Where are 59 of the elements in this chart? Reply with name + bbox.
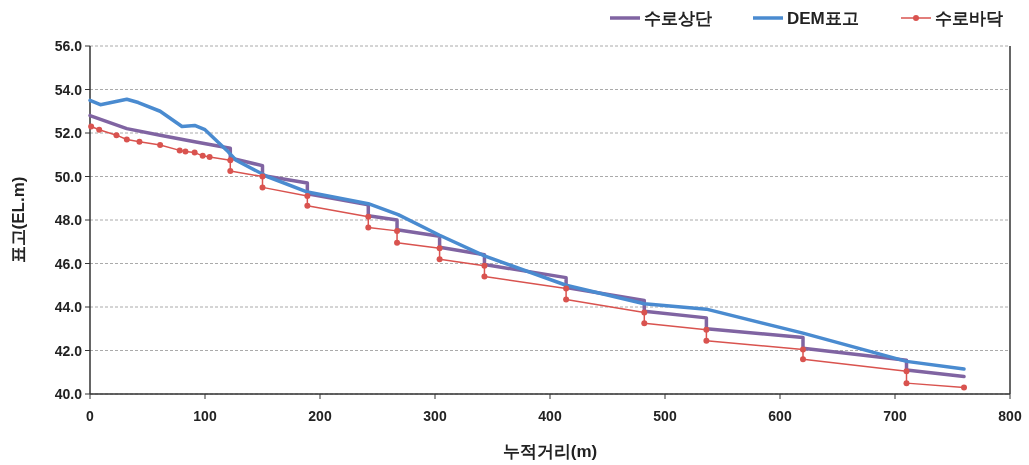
point <box>563 285 570 292</box>
point <box>800 356 806 363</box>
point <box>641 309 648 316</box>
point <box>800 346 806 353</box>
y-axis-title: 표고(EL.m) <box>9 176 28 264</box>
point <box>227 168 234 175</box>
point <box>365 213 372 220</box>
point <box>206 153 213 160</box>
y-tick-label: 44.0 <box>54 299 83 315</box>
point <box>136 138 143 145</box>
y-tick-label: 54.0 <box>54 81 83 98</box>
y-tick-label: 46.0 <box>54 255 83 272</box>
point <box>227 157 234 164</box>
point <box>157 141 164 148</box>
y-tick-label: 40.0 <box>54 386 83 402</box>
point <box>903 368 910 375</box>
point <box>365 224 372 231</box>
point <box>641 320 648 327</box>
point <box>903 380 910 387</box>
legend-label: 수로바닥 <box>935 9 1003 28</box>
point <box>961 384 967 391</box>
x-tick-label: 0 <box>86 408 95 424</box>
x-tick-label: 100 <box>193 408 217 424</box>
point <box>304 193 311 200</box>
point <box>304 202 311 209</box>
x-tick-label: 800 <box>998 408 1022 424</box>
point <box>182 148 189 155</box>
point <box>481 262 488 269</box>
y-tick-label: 42.0 <box>54 342 83 359</box>
x-tick-label: 600 <box>768 408 792 424</box>
x-tick-label: 200 <box>308 408 332 424</box>
point <box>259 173 266 180</box>
point <box>563 296 570 303</box>
point <box>113 132 120 139</box>
x-axis-title: 누적거리(m) <box>502 442 598 461</box>
y-tick-label: 52.0 <box>54 125 83 141</box>
legend-label: 수로상단 <box>644 9 712 28</box>
point <box>703 326 710 333</box>
point <box>436 256 443 263</box>
point <box>191 149 198 156</box>
point <box>703 337 710 344</box>
point <box>436 245 443 252</box>
point <box>176 147 183 154</box>
x-tick-label: 700 <box>883 408 907 424</box>
y-tick-label: 50.0 <box>54 168 83 185</box>
point <box>88 123 95 130</box>
point <box>123 136 130 143</box>
point <box>199 152 206 159</box>
point <box>481 273 488 280</box>
legend-label: DEM표고 <box>787 9 859 28</box>
point <box>259 184 266 191</box>
point <box>394 239 401 246</box>
point <box>394 227 401 234</box>
y-tick-label: 48.0 <box>54 212 83 228</box>
y-tick-label: 56.0 <box>54 38 83 54</box>
x-tick-label: 500 <box>653 408 677 424</box>
point <box>96 126 103 133</box>
x-tick-label: 400 <box>538 408 562 424</box>
x-tick-label: 300 <box>423 408 447 424</box>
